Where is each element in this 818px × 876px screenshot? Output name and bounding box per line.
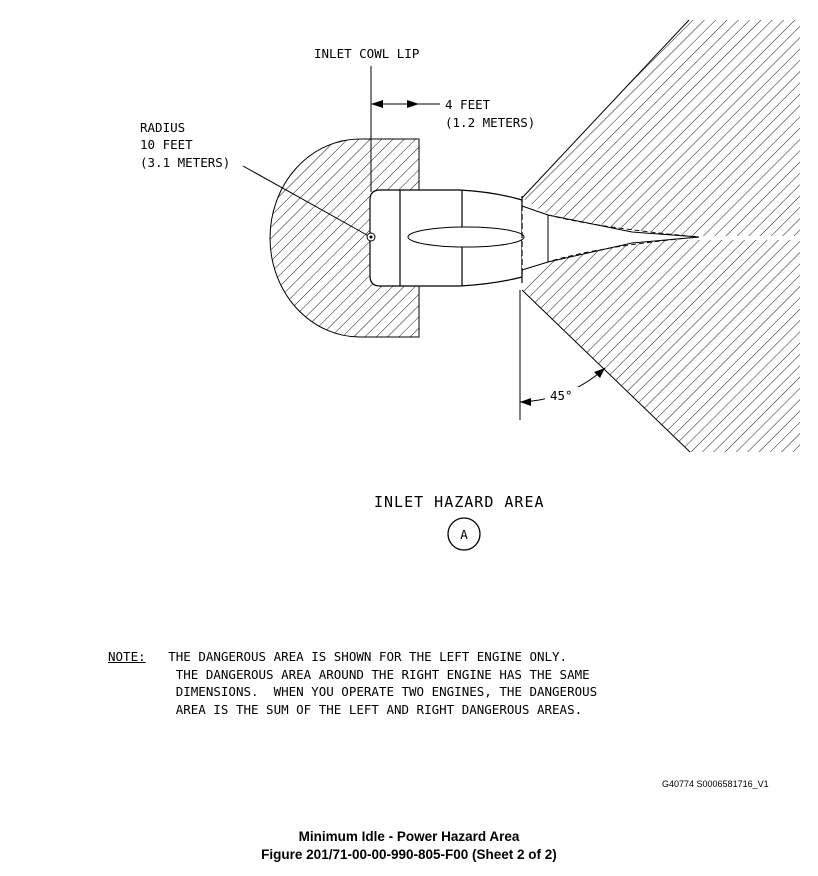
distance-meters-label: (1.2 METERS) bbox=[445, 115, 535, 130]
note-line: AREA IS THE SUM OF THE LEFT AND RIGHT DA… bbox=[175, 701, 583, 717]
angle-label: 45° bbox=[550, 388, 573, 403]
distance-feet-label: 4 FEET bbox=[445, 97, 491, 112]
radius-leader bbox=[242, 165, 368, 236]
view-marker-letter: A bbox=[460, 527, 468, 542]
view-marker-circle bbox=[447, 517, 481, 551]
section-title: INLET HAZARD AREA bbox=[374, 493, 545, 511]
inlet-hazard-area bbox=[269, 138, 420, 338]
figure-id: G40774 S0006581716_V1 bbox=[662, 779, 769, 789]
exhaust-hazard-upper bbox=[522, 20, 800, 236]
exhaust-hazard-lower bbox=[522, 240, 800, 452]
note-line: DIMENSIONS. WHEN YOU OPERATE TWO ENGINES… bbox=[175, 684, 598, 699]
engine-core bbox=[407, 226, 525, 248]
caption-subtitle: Figure 201/71-00-00-990-805-F00 (Sheet 2… bbox=[261, 847, 557, 862]
radius-label: RADIUS bbox=[140, 120, 185, 135]
radius-feet-label: 10 FEET bbox=[140, 137, 193, 152]
radius-meters-label: (3.1 METERS) bbox=[140, 155, 230, 170]
exhaust-plug bbox=[522, 206, 699, 270]
note-block: NOTE: THE DANGEROUS AREA IS SHOWN FOR TH… bbox=[108, 648, 597, 718]
note-label: NOTE: bbox=[108, 649, 146, 664]
note-line: THE DANGEROUS AREA AROUND THE RIGHT ENGI… bbox=[175, 666, 590, 682]
inlet-cowl-lip-label: INLET COWL LIP bbox=[314, 46, 419, 61]
note-line: THE DANGEROUS AREA IS SHOWN FOR THE LEFT… bbox=[168, 649, 568, 664]
caption-title: Minimum Idle - Power Hazard Area bbox=[298, 829, 520, 844]
